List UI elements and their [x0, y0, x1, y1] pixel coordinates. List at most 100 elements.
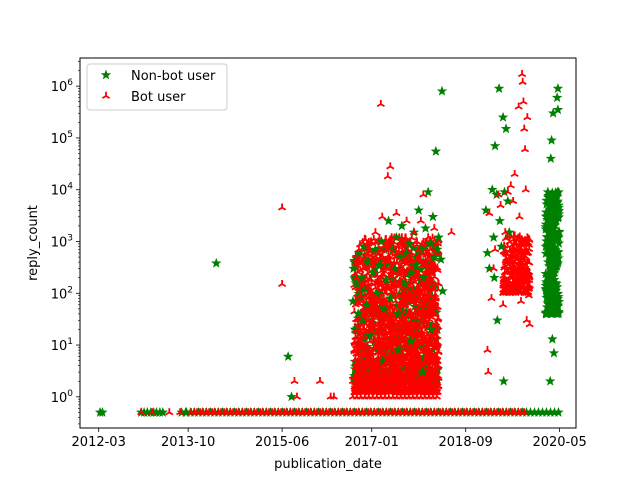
bot-point: [290, 377, 299, 385]
non-bot-point: [436, 85, 448, 96]
bot-point: [364, 283, 373, 291]
bot-point: [137, 408, 146, 416]
legend-marker-bot: [101, 91, 111, 99]
y-tick-label: 101: [51, 337, 73, 354]
bot-dense-point: [433, 357, 442, 365]
bot-dense-point: [405, 378, 415, 386]
non-bot-point: [351, 278, 362, 289]
bot-point: [397, 336, 406, 344]
bot-point: [512, 239, 521, 247]
non-bot-dense-point: [552, 257, 564, 268]
non-bot-point: [417, 366, 428, 377]
bot-point: [424, 345, 433, 353]
y-tick-label: 102: [51, 285, 73, 302]
non-bot-point: [541, 278, 553, 289]
bot-dense-point: [377, 387, 386, 395]
non-bot-point: [549, 244, 561, 254]
non-bot-point: [545, 226, 556, 237]
x-tick-label: 2012-03: [72, 435, 126, 450]
bot-point: [498, 300, 508, 308]
bot-point: [521, 185, 530, 193]
non-bot-point: [394, 251, 405, 262]
bot-dense-point: [397, 301, 406, 309]
non-bot-point: [391, 231, 402, 242]
non-bot-point: [553, 186, 564, 197]
bot-dense-point: [392, 329, 401, 337]
non-bot-point: [542, 186, 554, 197]
bot-dense-point: [427, 277, 436, 285]
non-bot-point: [361, 299, 373, 310]
bot-point: [373, 271, 382, 279]
non-bot-point: [494, 215, 506, 226]
bot-dense-point: [406, 372, 415, 380]
bot-dense-point: [372, 278, 381, 286]
non-bot-point: [497, 111, 509, 122]
non-bot-point: [404, 238, 415, 249]
bot-point: [315, 377, 325, 385]
bot-point: [365, 304, 374, 312]
bot-dense-point: [511, 258, 520, 266]
non-bot-point: [492, 314, 503, 325]
non-bot-point: [405, 335, 416, 346]
legend-box: [86, 63, 228, 111]
bot-point: [424, 233, 433, 241]
bot-point: [516, 297, 526, 305]
non-bot-point: [487, 184, 498, 195]
bot-point: [414, 245, 423, 253]
non-bot-point: [552, 104, 564, 115]
non-bot-point: [489, 272, 500, 283]
bot-dense-point: [402, 341, 411, 349]
non-bot-point: [502, 195, 514, 206]
non-bot-point: [437, 285, 448, 296]
bot-dense-point: [352, 346, 361, 354]
bot-point: [383, 172, 392, 180]
bot-point: [494, 190, 503, 198]
non-bot-point: [480, 204, 492, 215]
bot-dense-point: [418, 383, 427, 391]
bot-point: [514, 102, 523, 110]
non-bot-point: [348, 263, 359, 273]
non-bot-point: [376, 236, 387, 246]
non-bot-point: [392, 344, 404, 355]
non-bot-point: [548, 287, 560, 298]
bot-point: [389, 268, 398, 276]
non-bot-point: [378, 303, 389, 314]
non-bot-point: [551, 292, 562, 303]
bot-dense-point: [433, 263, 442, 271]
legend-tri-icon: [101, 91, 111, 99]
bot-point: [515, 212, 524, 220]
bot-dense-point: [429, 334, 438, 342]
legend-label-bot: Bot user: [131, 90, 186, 105]
non-bot-point: [551, 308, 563, 319]
non-bot-point: [430, 145, 442, 156]
non-bot-point: [429, 251, 440, 262]
bot-dense-point: [412, 327, 421, 335]
legend: Non-bot user Bot user: [86, 63, 228, 111]
bot-point: [485, 209, 494, 217]
non-bot-point: [482, 247, 493, 258]
bot-point: [503, 187, 512, 195]
bot-point: [506, 181, 515, 189]
y-axis-label: reply_count: [26, 205, 41, 281]
bot-dense-point: [426, 304, 435, 312]
non-bot-point: [97, 406, 108, 417]
bot-dense-point: [434, 362, 443, 370]
bot-dense-point: [374, 352, 383, 360]
bot-point: [329, 392, 338, 400]
x-tick-label: 2013-10: [161, 435, 215, 450]
non-bot-point: [540, 241, 551, 251]
non-bot-point: [545, 153, 557, 163]
dense-bands: [181, 186, 565, 417]
bot-point: [381, 316, 390, 324]
bot-point: [426, 291, 436, 299]
non-bot-point: [547, 333, 558, 344]
x-tick-label: 2017-01: [345, 435, 399, 450]
x-tick-label: 2018-09: [439, 435, 493, 450]
non-bot-point: [541, 211, 552, 222]
bot-dense-point: [412, 341, 421, 349]
non-bot-point: [498, 375, 509, 386]
bot-dense-point: [434, 347, 443, 355]
bot-dense-point: [433, 239, 443, 247]
